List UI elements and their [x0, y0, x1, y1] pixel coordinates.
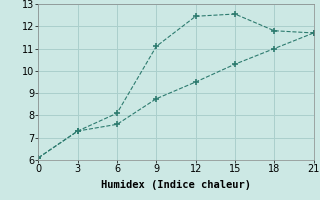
X-axis label: Humidex (Indice chaleur): Humidex (Indice chaleur) — [101, 180, 251, 190]
